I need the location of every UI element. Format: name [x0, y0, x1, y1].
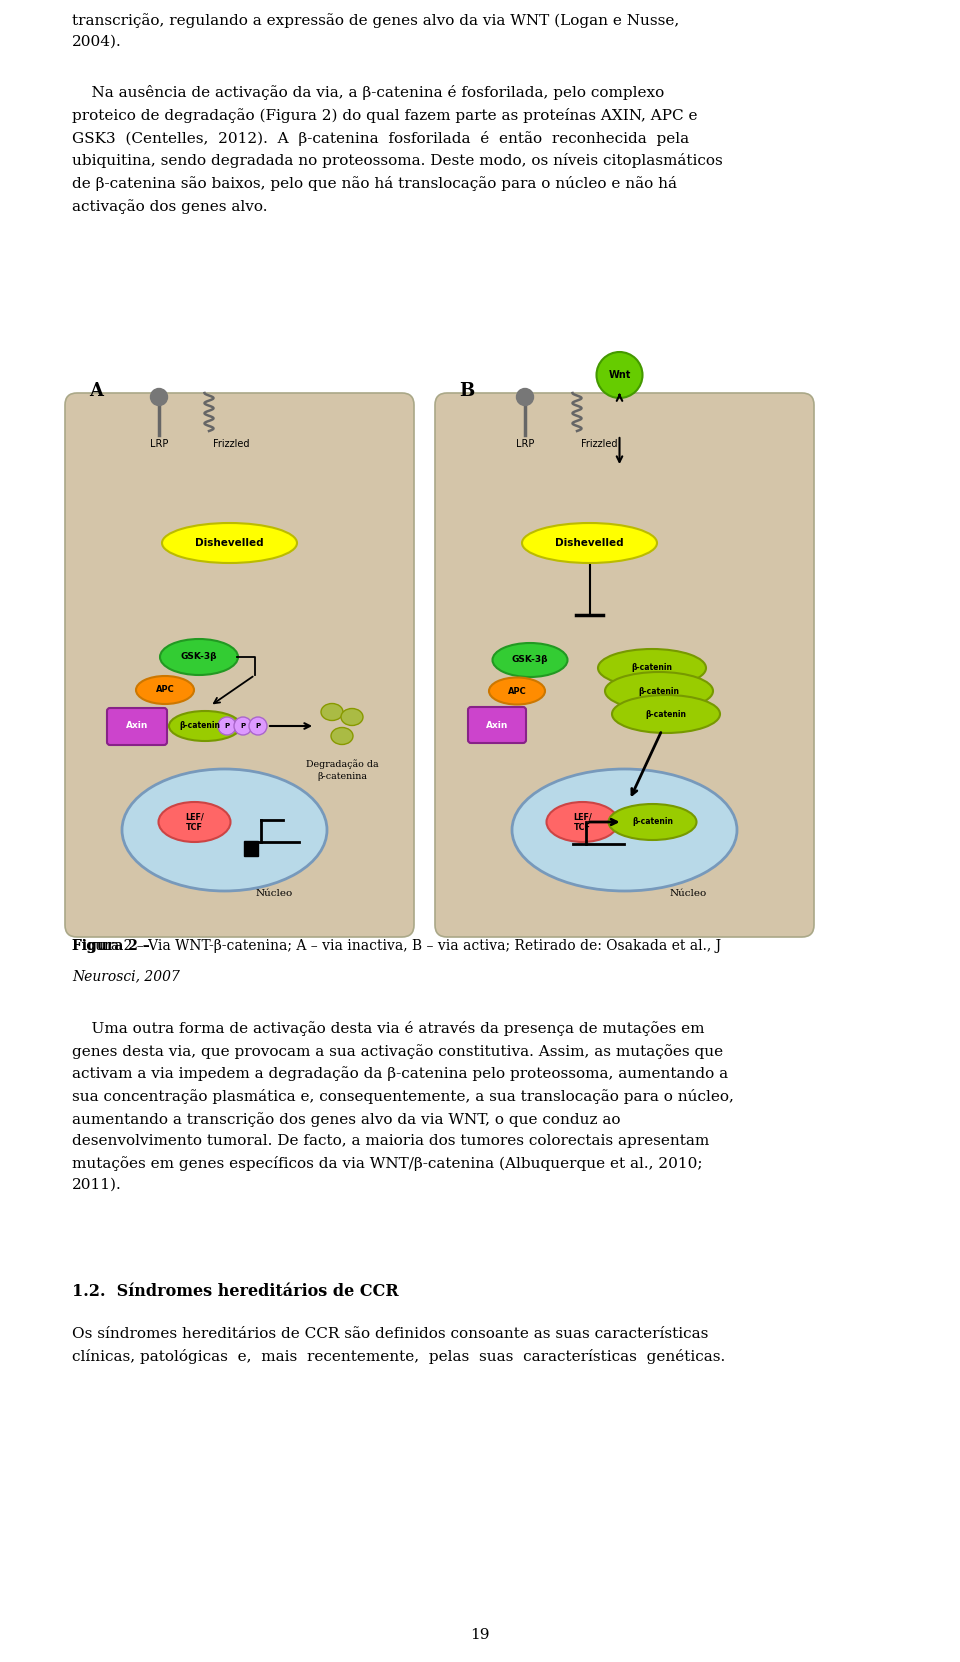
Circle shape	[596, 352, 642, 397]
FancyBboxPatch shape	[244, 841, 257, 856]
Text: Neurosci, 2007: Neurosci, 2007	[72, 969, 180, 982]
FancyBboxPatch shape	[65, 392, 414, 937]
Text: Degradação da
β-catenina: Degradação da β-catenina	[305, 760, 378, 781]
Circle shape	[218, 716, 236, 735]
Text: GSK-3β: GSK-3β	[180, 653, 217, 661]
Circle shape	[249, 716, 267, 735]
Text: LRP: LRP	[150, 439, 168, 449]
Ellipse shape	[331, 728, 353, 745]
Text: LRP: LRP	[516, 439, 534, 449]
Ellipse shape	[158, 803, 230, 843]
Ellipse shape	[160, 638, 238, 675]
Text: β-catenin: β-catenin	[645, 710, 686, 718]
Text: Na ausência de activação da via, a β-catenina é fosforilada, pelo complexo
prote: Na ausência de activação da via, a β-cat…	[72, 85, 723, 214]
Text: Núcleo: Núcleo	[255, 889, 293, 897]
Text: Frizzled: Frizzled	[213, 439, 250, 449]
Text: Axin: Axin	[126, 721, 148, 731]
Text: B: B	[459, 382, 474, 401]
Ellipse shape	[492, 643, 567, 676]
Text: LEF/
TCF: LEF/ TCF	[185, 813, 204, 831]
Ellipse shape	[489, 678, 545, 705]
Ellipse shape	[605, 671, 713, 710]
Text: transcrição, regulando a expressão de genes alvo da via WNT (Logan e Nusse,
2004: transcrição, regulando a expressão de ge…	[72, 13, 680, 48]
Text: Figura 2 –: Figura 2 –	[72, 939, 155, 952]
Text: A: A	[89, 382, 103, 401]
FancyBboxPatch shape	[435, 392, 814, 937]
Ellipse shape	[512, 770, 737, 891]
Text: Figura 2 – Via WNT-β-catenina; A – via inactiva, B – via activa; Retirado de: Os: Figura 2 – Via WNT-β-catenina; A – via i…	[72, 939, 721, 952]
Text: Wnt: Wnt	[609, 371, 631, 381]
Text: Dishevelled: Dishevelled	[195, 538, 264, 548]
Circle shape	[151, 389, 167, 406]
Text: Uma outra forma de activação desta via é através da presença de mutações em
gene: Uma outra forma de activação desta via é…	[72, 1020, 733, 1192]
Text: P: P	[255, 723, 260, 730]
FancyBboxPatch shape	[468, 706, 526, 743]
Text: Dishevelled: Dishevelled	[555, 538, 624, 548]
Text: β-catenin: β-catenin	[180, 721, 221, 731]
Text: Axin: Axin	[486, 721, 508, 730]
Text: β-catenin: β-catenin	[632, 818, 673, 826]
Text: P: P	[225, 723, 229, 730]
Circle shape	[516, 389, 534, 406]
Text: GSK-3β: GSK-3β	[512, 655, 548, 665]
Ellipse shape	[122, 770, 327, 891]
Ellipse shape	[522, 524, 657, 563]
Text: 19: 19	[470, 1629, 490, 1642]
Text: LEF/
TCF: LEF/ TCF	[573, 813, 592, 831]
Ellipse shape	[341, 708, 363, 726]
FancyBboxPatch shape	[107, 708, 167, 745]
Text: β-catenin: β-catenin	[632, 663, 673, 673]
Text: Núcleo: Núcleo	[669, 889, 707, 897]
Circle shape	[234, 716, 252, 735]
Ellipse shape	[162, 524, 297, 563]
Ellipse shape	[598, 648, 706, 686]
Text: Os síndromes hereditários de CCR são definidos consoante as suas características: Os síndromes hereditários de CCR são def…	[72, 1326, 725, 1365]
Text: APC: APC	[508, 686, 526, 695]
Ellipse shape	[169, 711, 241, 741]
Text: Frizzled: Frizzled	[581, 439, 617, 449]
Ellipse shape	[609, 804, 697, 839]
Ellipse shape	[321, 703, 343, 721]
Text: 1.2.  Síndromes hereditários de CCR: 1.2. Síndromes hereditários de CCR	[72, 1283, 398, 1300]
Ellipse shape	[136, 676, 194, 705]
Text: β-catenin: β-catenin	[638, 686, 680, 695]
Ellipse shape	[546, 803, 618, 843]
Text: APC: APC	[156, 685, 175, 695]
Ellipse shape	[612, 695, 720, 733]
Text: P: P	[240, 723, 246, 730]
